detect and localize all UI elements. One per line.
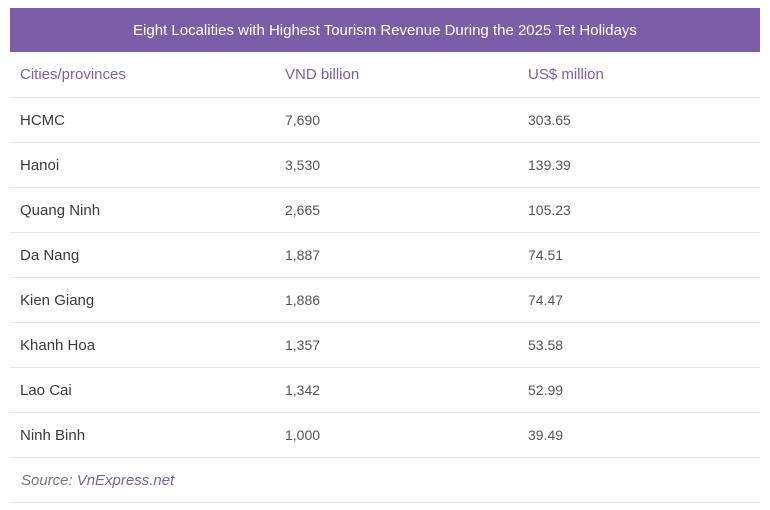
table-row: Lao Cai 1,342 52.99 — [10, 367, 760, 413]
usd-cell: 105.23 — [518, 187, 760, 233]
table-row: Kien Giang 1,886 74.47 — [10, 277, 760, 323]
source-label: Source: — [21, 471, 73, 489]
usd-cell: 53.58 — [518, 322, 760, 368]
vnd-cell: 7,690 — [275, 97, 518, 143]
vnd-cell: 1,342 — [275, 367, 518, 413]
column-header-city: Cities/provinces — [10, 52, 275, 98]
vnd-cell: 3,530 — [275, 142, 518, 188]
city-cell: Lao Cai — [10, 367, 275, 413]
usd-cell: 74.47 — [518, 277, 760, 323]
header-row: Cities/provinces VND billion US$ million — [10, 52, 760, 98]
table-row: Khanh Hoa 1,357 53.58 — [10, 322, 760, 368]
table-row: HCMC 7,690 303.65 — [10, 97, 760, 143]
table-card: Eight Localities with Highest Tourism Re… — [10, 8, 760, 503]
usd-cell: 303.65 — [518, 97, 760, 143]
vnd-cell: 2,665 — [275, 187, 518, 233]
revenue-table: Cities/provinces VND billion US$ million… — [10, 52, 760, 458]
city-cell: Quang Ninh — [10, 187, 275, 233]
city-cell: Kien Giang — [10, 277, 275, 323]
table-row: Hanoi 3,530 139.39 — [10, 142, 760, 188]
city-cell: Da Nang — [10, 232, 275, 278]
usd-cell: 139.39 — [518, 142, 760, 188]
column-header-vnd: VND billion — [275, 52, 518, 98]
table-row: Quang Ninh 2,665 105.23 — [10, 187, 760, 233]
city-cell: Hanoi — [10, 142, 275, 188]
vnd-cell: 1,000 — [275, 412, 518, 458]
table-row: Ninh Binh 1,000 39.49 — [10, 412, 760, 458]
vnd-cell: 1,357 — [275, 322, 518, 368]
usd-cell: 74.51 — [518, 232, 760, 278]
usd-cell: 52.99 — [518, 367, 760, 413]
city-cell: Ninh Binh — [10, 412, 275, 458]
city-cell: Khanh Hoa — [10, 322, 275, 368]
source-link[interactable]: VnExpress.net — [76, 471, 175, 489]
vnd-cell: 1,887 — [275, 232, 518, 278]
column-header-usd: US$ million — [518, 52, 760, 98]
city-cell: HCMC — [10, 97, 275, 143]
source-line: Source: VnExpress.net — [10, 458, 760, 503]
table-row: Da Nang 1,887 74.51 — [10, 232, 760, 278]
usd-cell: 39.49 — [518, 412, 760, 458]
vnd-cell: 1,886 — [275, 277, 518, 323]
table-body: HCMC 7,690 303.65 Hanoi 3,530 139.39 Quang Nin… — [10, 97, 760, 458]
table-title: Eight Localities with Highest Tourism Re… — [10, 8, 760, 52]
